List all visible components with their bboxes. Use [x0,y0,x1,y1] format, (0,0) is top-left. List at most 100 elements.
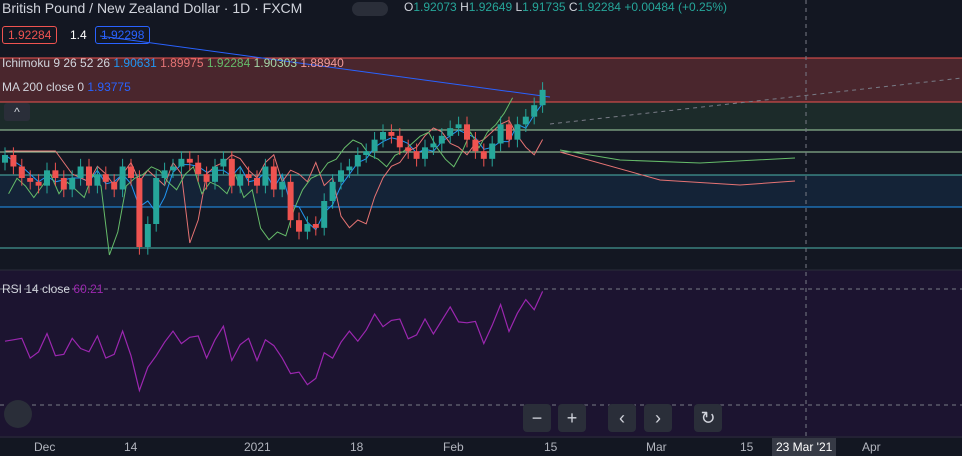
zoom-out-button[interactable]: − [523,404,551,432]
candle-body [102,174,109,182]
candle-body [128,166,134,178]
open-value: O [404,0,414,14]
candle-body [514,124,521,140]
candle-body [279,181,286,190]
candle-body [531,105,538,117]
candle-body [388,132,395,136]
tradingview-logo-icon [4,400,32,428]
ichimoku-value-1: 1.90631 [113,56,157,70]
candle-body [363,151,370,155]
x-tick-mar: Mar [646,440,667,454]
candle-body [262,166,269,186]
candle-body [144,224,151,247]
zoom-in-button[interactable]: + [558,404,586,432]
candle-body [287,181,294,221]
rsi-label: RSI 14 close [2,282,71,296]
candle-body [304,224,311,232]
chikou-line [8,97,514,256]
ma-legend[interactable]: MA 200 close 0 1.93775 [2,80,131,94]
candle-body [111,181,118,190]
rsi-line [4,291,544,393]
candle-body [212,166,218,182]
ichimoku-value-3: 1.92284 [206,56,251,70]
high-num: 1.92649 [468,0,513,14]
candle-body [44,170,50,186]
candle-body [405,147,412,152]
ma-line [99,35,551,98]
x-crosshair-date: 23 Mar '21 [772,438,837,456]
rsi-pane [0,270,962,438]
candle-body [10,155,17,167]
collapse-legend-button[interactable]: ^ [4,103,30,121]
x-tick-apr: Apr [862,440,881,454]
candle-body [245,174,252,178]
candle-body [464,124,470,140]
scroll-left-button[interactable]: ‹ [608,404,636,432]
candle-body [228,158,235,186]
candle-body [489,143,496,159]
candle-body [136,178,143,247]
candle-body [438,135,445,144]
candle-body [430,143,437,148]
buy-price[interactable]: 1.92298 [95,26,151,44]
ma-label: MA 200 close 0 [2,80,85,94]
candle-body [52,170,59,178]
kijun-line [5,119,544,244]
candle-body [2,155,8,163]
close-num: 1.92284 [577,0,621,14]
ichimoku-label: Ichimoku 9 26 52 26 [2,56,111,70]
candle-body [371,139,378,152]
candle-body [321,201,328,228]
candle-body [186,158,193,163]
rsi-legend[interactable]: RSI 14 close 60.21 [2,282,103,296]
candle-body [153,178,160,224]
candle-body [497,124,504,144]
candle-body [161,170,168,178]
rsi-value: 60.21 [73,282,104,296]
x-tick-feb: Feb [443,440,464,454]
open-num: 1.92073 [413,0,457,14]
candle-body [237,174,244,186]
candle-body [94,174,101,186]
candle-body [170,166,176,171]
candle-body [270,166,277,190]
cloud-zone-red [0,58,962,102]
sell-price[interactable]: 1.92284 [2,26,58,44]
candle-body [203,174,210,182]
reset-chart-button[interactable]: ↻ [694,404,722,432]
cloud-edge-a [559,149,796,164]
candle-body [18,166,25,178]
scroll-right-button[interactable]: › [644,404,672,432]
candle-body [447,128,454,136]
cloud-zone-blue [0,175,962,207]
change-num: +0.00484 (+0.25%) [624,0,728,14]
candle-body [254,178,260,186]
candle-body [77,166,84,178]
x-tick-15-mar: 15 [740,440,754,454]
candle-body [472,139,479,152]
candle-body [69,178,76,190]
close-label: C [568,0,578,14]
ichimoku-value-5: 1.88940 [300,56,344,70]
ma-value: 1.93775 [87,80,131,94]
ohlc-readout: O1.92073 H1.92649 L1.91735 C1.92284 +0.0… [404,0,727,14]
symbol-title: British Pound / New Zealand Dollar · 1D … [2,0,303,16]
cloud-zone-green [0,102,962,130]
candle-body [329,181,336,201]
chart-title: British Pound / New Zealand Dollar · 1D … [2,0,302,16]
candle-body [455,124,462,129]
high-label: H [460,0,469,14]
low-label: L [515,0,523,14]
candle-body [480,151,487,159]
x-tick-18: 18 [350,440,364,454]
ichimoku-value-4: 1.90303 [253,56,298,70]
x-tick-dec: Dec [34,440,56,454]
ichimoku-legend[interactable]: Ichimoku 9 26 52 26 1.90631 1.89975 1.92… [2,56,344,70]
candle-body [296,220,302,232]
candle-body [312,224,319,228]
cloud-edge-b [559,151,796,186]
candle-body [338,170,344,182]
toolbar-toggle-icon[interactable] [352,2,388,16]
candle-body [396,135,403,148]
